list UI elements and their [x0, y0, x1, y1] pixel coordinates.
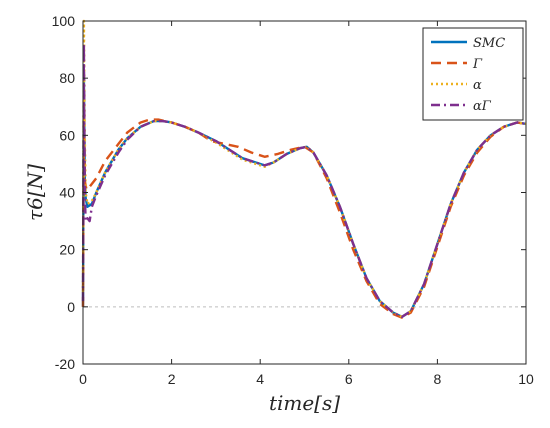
x-tick-label: 2 — [168, 371, 176, 387]
legend-label-2: Γ — [472, 57, 483, 72]
y-tick-label: 20 — [59, 242, 75, 258]
series-line-4 — [81, 42, 527, 319]
y-tick-label: 40 — [59, 185, 75, 201]
x-tick-label: 8 — [434, 371, 442, 387]
legend-label-3: α — [473, 78, 482, 93]
y-tick-label: 60 — [59, 127, 75, 143]
series-layer — [81, 19, 527, 319]
y-tick-label: -20 — [55, 356, 75, 372]
y-tick-label: 100 — [52, 13, 76, 29]
x-tick-label: 0 — [79, 371, 87, 387]
x-tick-label: 10 — [518, 371, 534, 387]
legend-label-1: SMC — [473, 36, 505, 51]
x-axis-label: time[s] — [269, 391, 340, 415]
legend: SMC Γα αΓ — [422, 27, 524, 121]
legend-label-4: αΓ — [473, 99, 492, 114]
y-tick-label: 80 — [59, 70, 75, 86]
x-tick-label: 4 — [256, 371, 264, 387]
y-axis-label: τ6[N] — [23, 164, 47, 221]
legend-items: SMC Γα αΓ — [431, 36, 505, 114]
x-tick-label: 6 — [345, 371, 353, 387]
y-tick-label: 0 — [67, 299, 75, 315]
